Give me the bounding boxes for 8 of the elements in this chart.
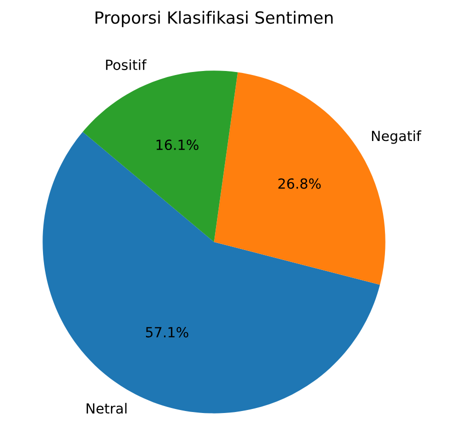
data-label: 57.1% xyxy=(146,326,188,338)
chart-title: Proporsi Klasifikasi Sentimen xyxy=(96,10,333,28)
data-label: 26.8% xyxy=(278,178,321,189)
pie-slice xyxy=(82,70,238,242)
data-label: 16.1% xyxy=(156,140,198,150)
slice-label: Netral xyxy=(86,402,126,414)
slice-label: Negatif xyxy=(372,130,422,144)
slice-label: Positif xyxy=(106,59,147,70)
